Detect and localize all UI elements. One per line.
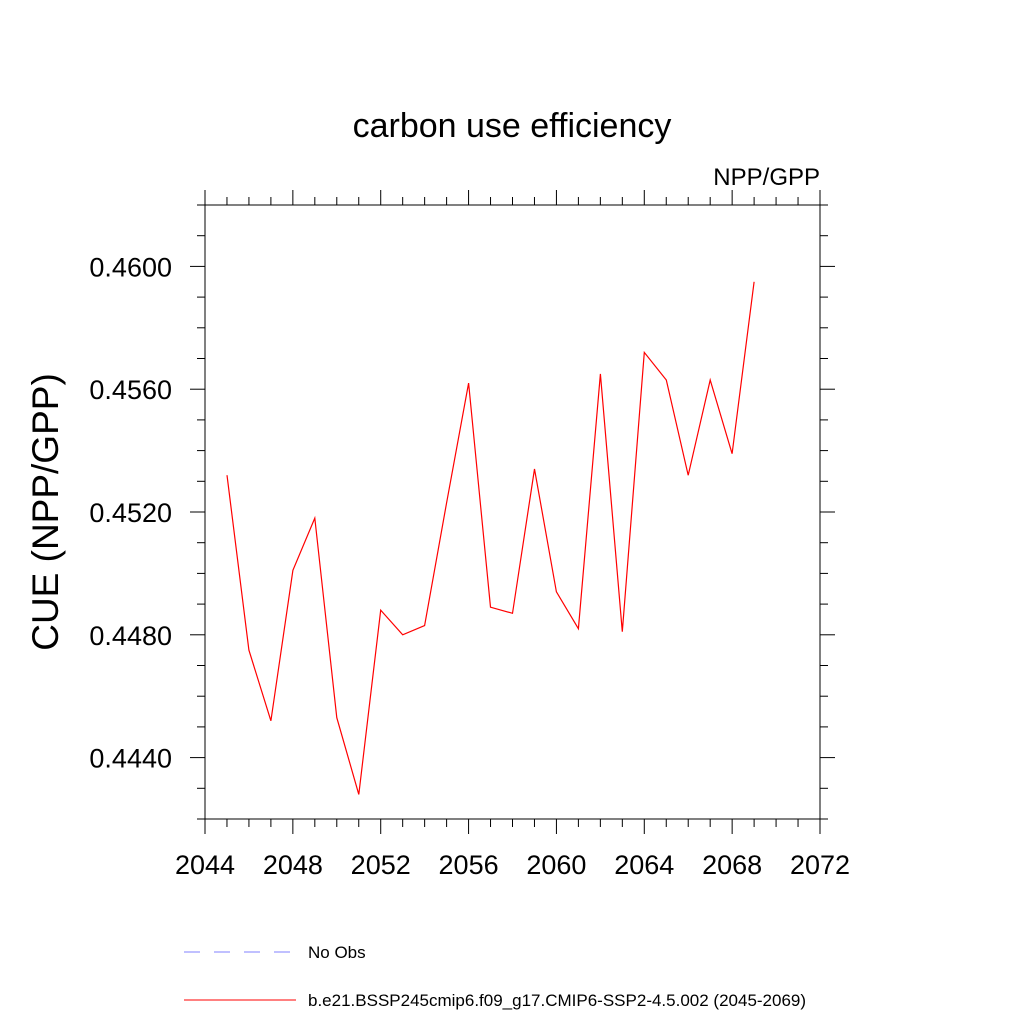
series-line — [226, 281, 755, 795]
chart-title: carbon use efficiency — [353, 107, 672, 145]
legend-entry-label: No Obs — [308, 943, 366, 962]
data-series — [226, 281, 755, 795]
x-tick-label: 2048 — [263, 850, 323, 880]
axis-ticks — [190, 190, 835, 834]
y-tick-label: 0.4440 — [89, 744, 172, 774]
y-tick-label: 0.4520 — [89, 498, 172, 528]
legend: No Obs b.e21.BSSP245cmip6.f09_g17.CMIP6-S… — [184, 943, 806, 1010]
x-tick-label: 2044 — [175, 850, 235, 880]
y-tick-label: 0.4600 — [89, 252, 172, 282]
x-tick-label: 2060 — [526, 850, 586, 880]
x-tick-label: 2068 — [702, 850, 762, 880]
y-tick-label: 0.4480 — [89, 621, 172, 651]
legend-entry-label: b.e21.BSSP245cmip6.f09_g17.CMIP6-SSP2-4.… — [308, 991, 806, 1010]
x-tick-label: 2072 — [790, 850, 850, 880]
y-axis-label: CUE (NPP/GPP) — [25, 373, 66, 651]
y-tick-label: 0.4560 — [89, 375, 172, 405]
plot-frame — [204, 204, 821, 820]
x-tick-label: 2056 — [439, 850, 499, 880]
axis-tick-labels: 2044 2048 2052 2056 2060 2064 2068 2072 0.4440 0.… — [89, 252, 850, 880]
x-tick-label: 2052 — [351, 850, 411, 880]
x-tick-label: 2064 — [614, 850, 674, 880]
chart-subtitle: NPP/GPP — [713, 164, 820, 191]
